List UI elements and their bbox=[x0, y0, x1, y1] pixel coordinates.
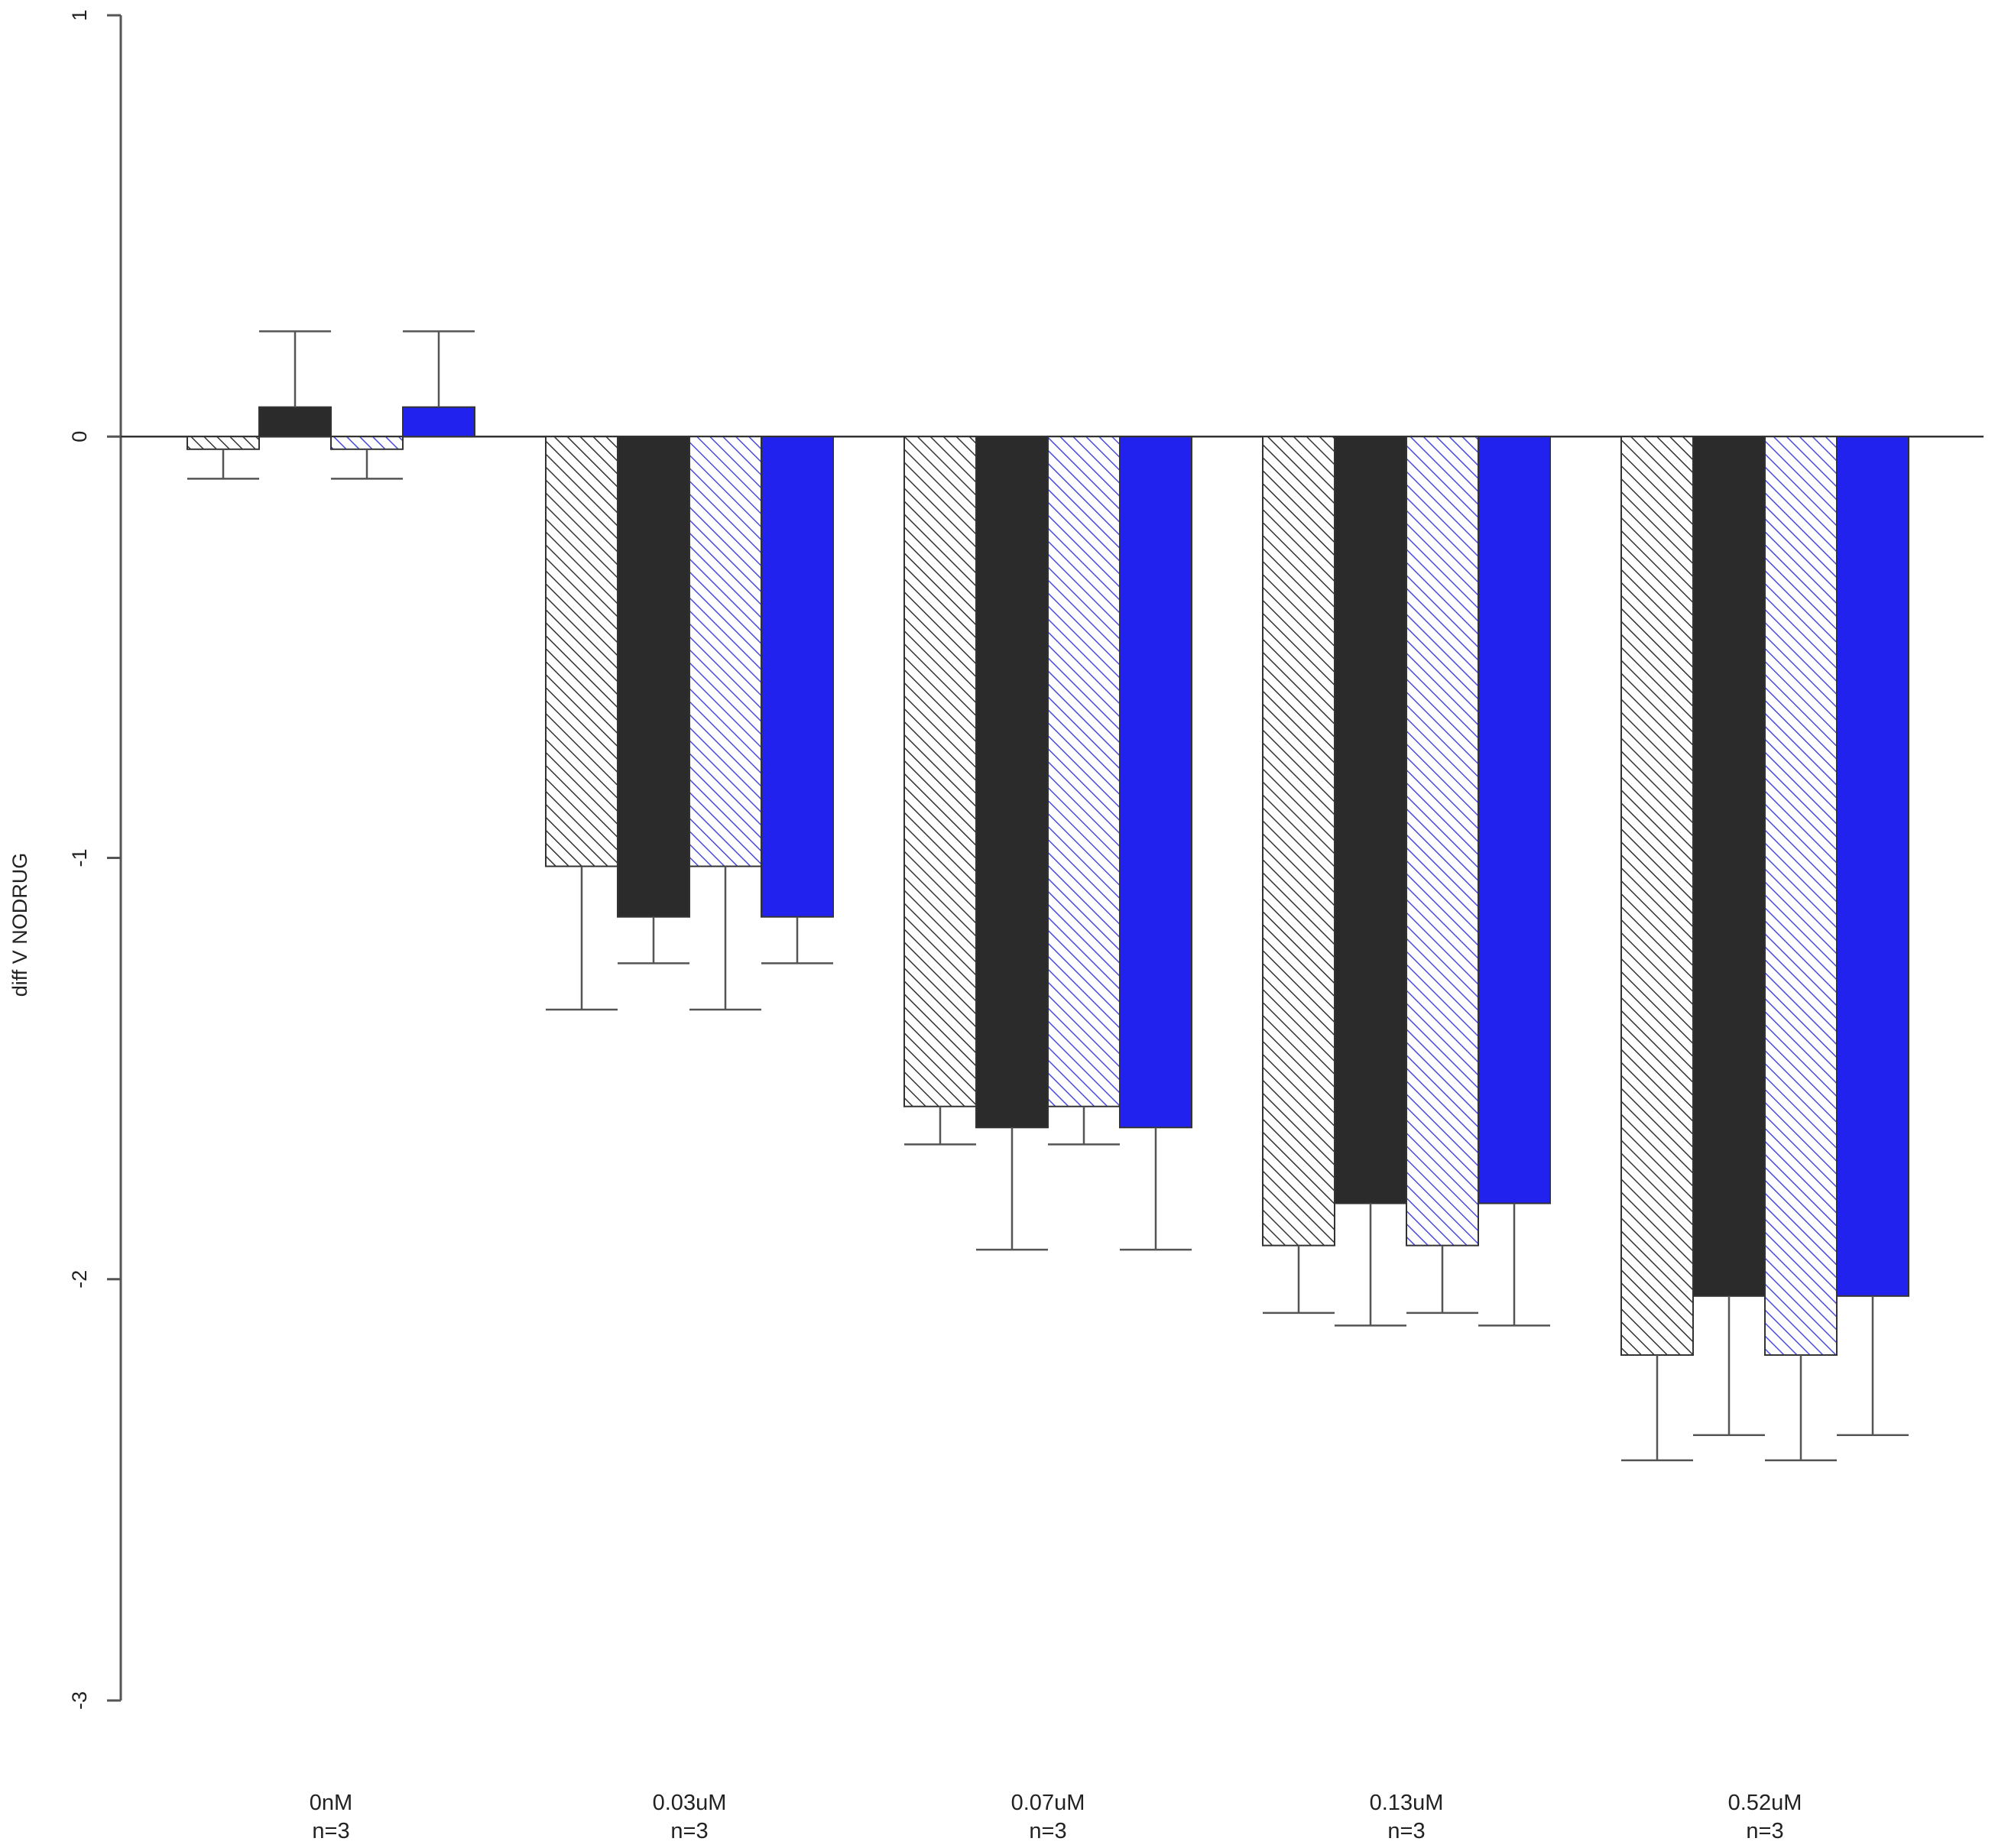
bar-2-1 bbox=[258, 406, 332, 438]
error-bar-4-2 bbox=[761, 916, 833, 965]
error-bar-1-4 bbox=[1263, 1245, 1335, 1315]
x-tick-label-dose: 0.03uM bbox=[653, 1791, 727, 1815]
bar-1-1 bbox=[187, 436, 260, 450]
error-bar-4-1 bbox=[403, 330, 475, 407]
bars bbox=[187, 406, 1909, 1356]
x-tick-label-n: n=3 bbox=[1746, 1819, 1783, 1843]
y-tick-label: -2 bbox=[68, 1270, 91, 1289]
bar-1-3 bbox=[903, 436, 977, 1107]
x-tick-label-dose: 0.13uM bbox=[1370, 1791, 1444, 1815]
bar-3-5 bbox=[1764, 436, 1838, 1356]
error-bar-2-2 bbox=[618, 916, 689, 965]
bar-3-2 bbox=[689, 436, 762, 867]
x-tick-label-n: n=3 bbox=[1387, 1819, 1425, 1843]
bar-2-2 bbox=[617, 436, 690, 918]
error-bar-3-2 bbox=[689, 866, 761, 1011]
x-axis-labels: 0nM n=3 0.03uM n=3 0.07uM n=3 0.13uM n=3 0.52uM n… bbox=[310, 1791, 1802, 1843]
x-tick-label-n: n=3 bbox=[670, 1819, 708, 1843]
error-bar-3-4 bbox=[1406, 1245, 1478, 1315]
bar-3-3 bbox=[1047, 436, 1121, 1107]
x-tick-label-dose: 0.52uM bbox=[1728, 1791, 1802, 1815]
error-bar-2-3 bbox=[976, 1127, 1048, 1251]
error-bar-3-1 bbox=[331, 449, 403, 480]
bar-2-3 bbox=[975, 436, 1049, 1129]
error-bar-4-5 bbox=[1837, 1295, 1909, 1436]
bar-1-2 bbox=[545, 436, 618, 867]
bar-1-4 bbox=[1262, 436, 1335, 1247]
x-tick-label-dose: 0nM bbox=[310, 1791, 352, 1815]
bar-2-5 bbox=[1692, 436, 1766, 1297]
bar-4-4 bbox=[1478, 436, 1551, 1204]
bar-3-4 bbox=[1406, 436, 1479, 1247]
y-tick-label: -1 bbox=[68, 848, 91, 867]
x-tick-label-n: n=3 bbox=[312, 1819, 349, 1843]
bar-4-3 bbox=[1119, 436, 1192, 1129]
bar-4-5 bbox=[1836, 436, 1909, 1297]
y-tick-label: 0 bbox=[68, 431, 91, 443]
y-tick-label: 1 bbox=[68, 9, 91, 21]
error-bar-2-5 bbox=[1693, 1295, 1765, 1436]
bar-3-1 bbox=[330, 436, 404, 450]
bar-4-1 bbox=[402, 406, 475, 438]
x-tick-label-n: n=3 bbox=[1029, 1819, 1066, 1843]
error-bar-1-3 bbox=[904, 1106, 976, 1146]
bar-4-2 bbox=[761, 436, 834, 918]
error-bar-4-4 bbox=[1478, 1203, 1550, 1327]
y-axis: 1 0 -1 -2 -3 bbox=[68, 9, 122, 1710]
error-bars bbox=[187, 330, 1909, 1462]
error-bar-1-5 bbox=[1621, 1354, 1693, 1462]
error-bar-3-5 bbox=[1765, 1354, 1837, 1462]
bar-2-4 bbox=[1334, 436, 1407, 1204]
x-tick-label-dose: 0.07uM bbox=[1011, 1791, 1085, 1815]
y-axis-label: diff V NODRUG bbox=[8, 853, 31, 997]
y-tick-label: -3 bbox=[68, 1691, 91, 1710]
error-bar-2-1 bbox=[259, 330, 331, 407]
error-bar-1-1 bbox=[187, 449, 259, 480]
bar-1-5 bbox=[1620, 436, 1694, 1356]
error-bar-3-3 bbox=[1048, 1106, 1120, 1146]
error-bar-4-3 bbox=[1120, 1127, 1192, 1251]
error-bar-2-4 bbox=[1335, 1203, 1406, 1327]
error-bar-1-2 bbox=[546, 866, 618, 1011]
